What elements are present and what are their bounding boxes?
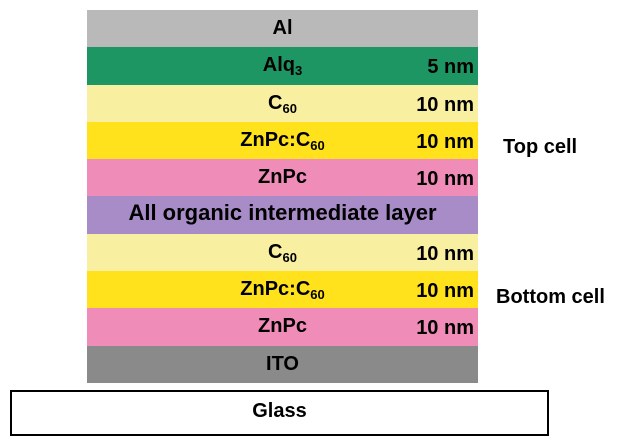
layer-ito-label: ITO [266, 352, 299, 375]
layer-c60-bottom-label: C60 [268, 240, 297, 265]
layer-al: Al [87, 10, 478, 48]
glass-substrate-label: Glass [252, 400, 307, 422]
layer-ito: ITO [87, 345, 478, 383]
layer-znpc-top-label: ZnPc [258, 166, 307, 189]
layer-alq3-thickness: 5 nm [427, 56, 474, 79]
layer-c60-bottom-thickness: 10 nm [416, 242, 474, 265]
layer-znpc-c60-top-thickness: 10 nm [416, 130, 474, 153]
layer-znpc-c60-top: ZnPc:C60 10 nm [87, 121, 478, 160]
layer-znpc-c60-bottom-label: ZnPc:C60 [240, 278, 325, 303]
bottom-cell-label: Bottom cell [496, 286, 605, 308]
layer-znpc-bottom: ZnPc 10 nm [87, 308, 478, 346]
layer-znpc-bottom-label: ZnPc [258, 315, 307, 338]
layer-znpc-top-thickness: 10 nm [416, 168, 474, 191]
layer-alq3-label: Alq3 [262, 54, 303, 79]
layer-znpc-c60-top-label: ZnPc:C60 [240, 128, 325, 153]
layer-c60-top-label: C60 [268, 91, 297, 116]
glass-substrate: Glass [10, 390, 549, 436]
device-layer-stack: Al Alq3 5 nm C60 10 nm ZnPc:C60 10 nm Zn… [87, 10, 478, 383]
layer-c60-top: C60 10 nm [87, 84, 478, 122]
layer-al-label: Al [272, 17, 293, 39]
layer-intermediate: All organic intermediate layer [87, 196, 478, 234]
layer-c60-top-thickness: 10 nm [416, 93, 474, 116]
layer-znpc-bottom-thickness: 10 nm [416, 317, 474, 340]
top-cell-label: Top cell [503, 136, 578, 158]
layer-intermediate-label: All organic intermediate layer [128, 200, 437, 226]
layer-c60-bottom: C60 10 nm [87, 233, 478, 272]
layer-znpc-top: ZnPc 10 nm [87, 159, 478, 197]
layer-alq3: Alq3 5 nm [87, 47, 478, 85]
layer-znpc-c60-bottom-thickness: 10 nm [416, 280, 474, 303]
layer-znpc-c60-bottom: ZnPc:C60 10 nm [87, 271, 478, 309]
